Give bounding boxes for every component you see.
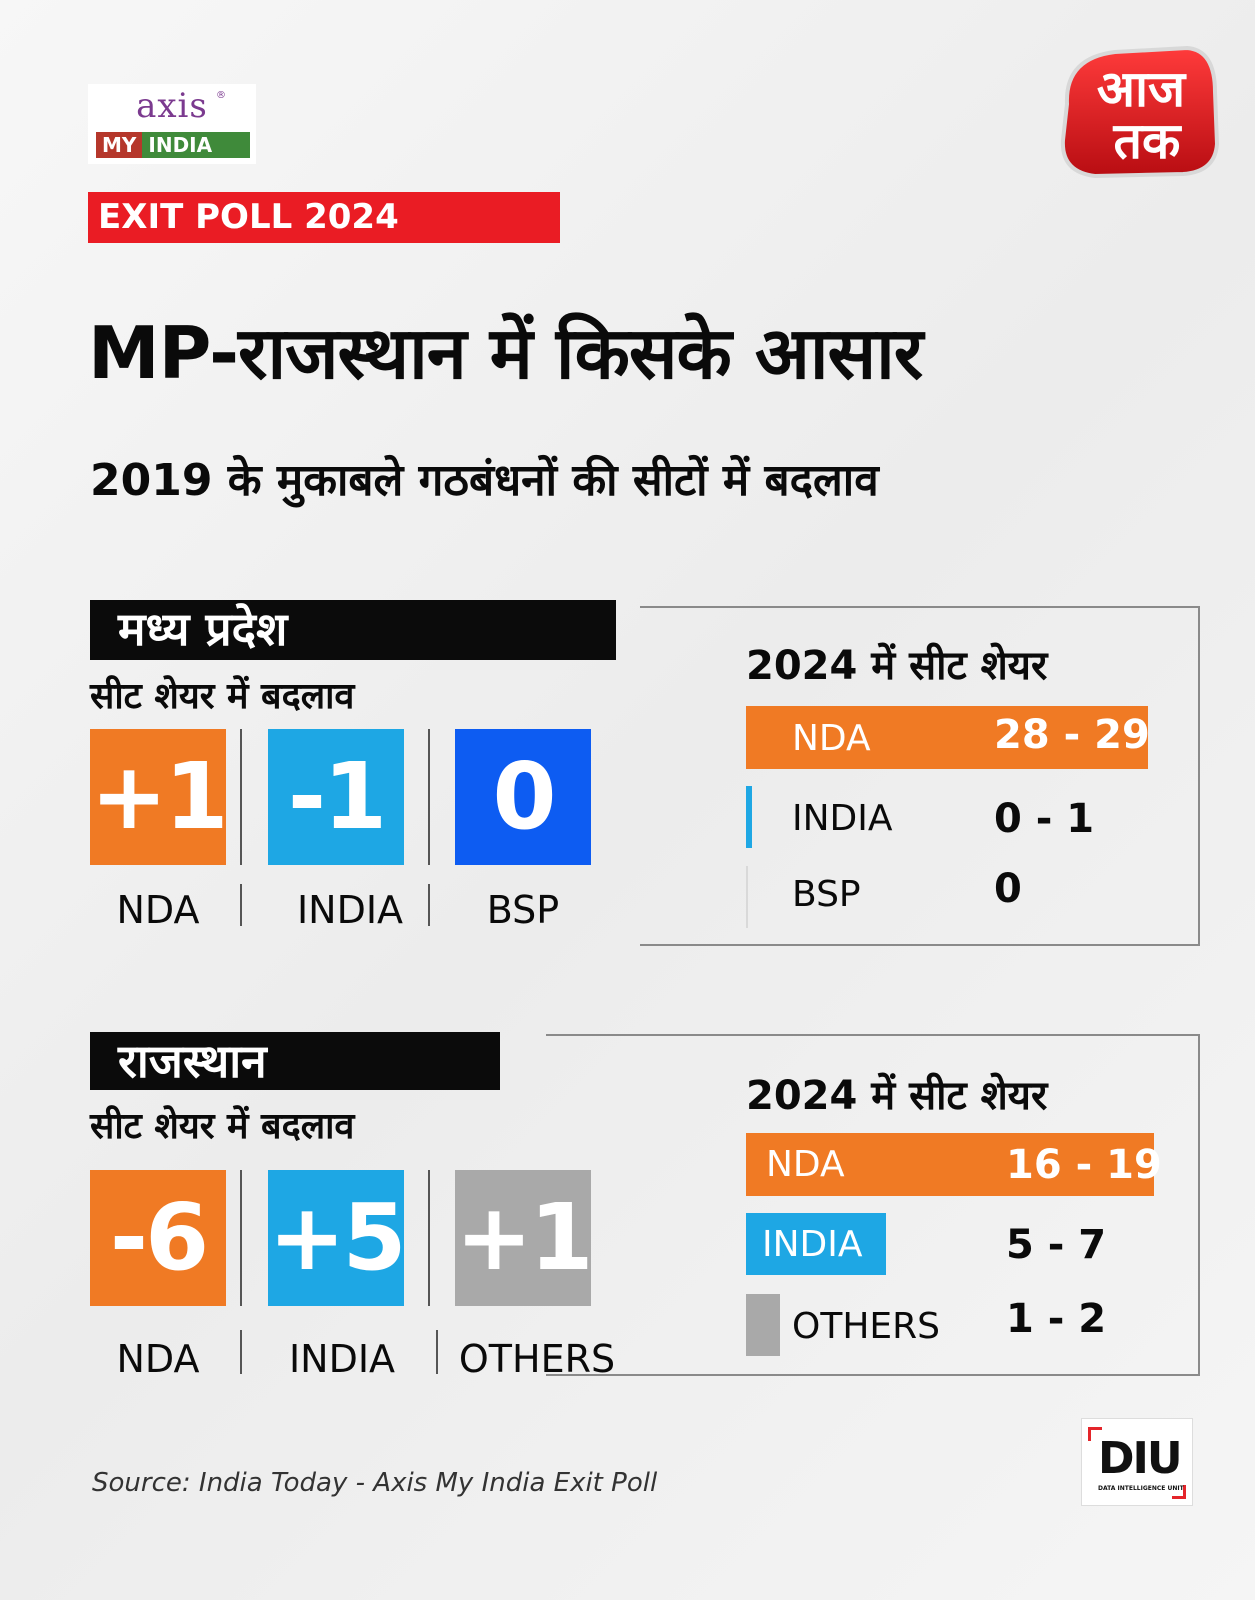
mp-share-row-india-value: 0 - 1 (994, 796, 1095, 842)
axis-logo-india: INDIA (142, 132, 250, 158)
mp-change-tile-bsp: 0 (455, 729, 591, 865)
mp-share-row-nda-name: NDA (792, 718, 871, 759)
aajtak-logo: आज तक (1060, 45, 1220, 179)
mp-party-label-nda: NDA (116, 888, 200, 932)
rj-party-label-india: INDIA (288, 1337, 396, 1381)
rj-label-divider-1 (240, 1330, 242, 1374)
axis-logo-word: axis (136, 86, 208, 126)
rj-party-label-nda: NDA (116, 1337, 200, 1381)
diu-logo-corner-br (1172, 1485, 1186, 1499)
diu-logo-corner-tl (1088, 1427, 1102, 1441)
diu-logo-text: DIU (1098, 1433, 1183, 1484)
mp-party-label-india: INDIA (296, 888, 404, 932)
rj-change-tile-india: +5 (268, 1170, 407, 1306)
mp-share-row-india-marker (746, 786, 752, 848)
rj-party-label-others: OTHERS (458, 1337, 616, 1381)
mp-share-row-bsp-name: BSP (792, 874, 861, 915)
mp-share-row-bsp-value: 0 (994, 866, 1022, 912)
rj-share-row-others-marker (746, 1294, 780, 1356)
rj-change-label: सीट शेयर में बदलाव (90, 1106, 355, 1147)
page-title: MP-राजस्थान में किसके आसार (88, 311, 923, 395)
mp-state-header: मध्य प्रदेश (90, 600, 616, 660)
mp-change-tile-nda: +1 (90, 729, 229, 865)
mp-party-label-bsp: BSP (486, 888, 560, 932)
rj-state-header: राजस्थान (90, 1032, 500, 1090)
diu-logo-subtext: DATA INTELLIGENCE UNIT (1098, 1485, 1184, 1492)
axis-logo-bar: MY INDIA (96, 132, 250, 158)
mp-label-divider-1 (240, 884, 242, 926)
mp-label-divider-2 (428, 884, 430, 926)
rj-change-tile-others: +1 (455, 1170, 594, 1306)
rj-label-divider-2 (436, 1330, 438, 1374)
exit-poll-badge: EXIT POLL 2024 (88, 192, 560, 243)
mp-share-row-nda-bar (746, 706, 1148, 769)
rj-share-row-india-name: INDIA (762, 1224, 863, 1265)
aajtak-logo-line2: तक (1113, 112, 1183, 170)
source-note: Source: India Today - Axis My India Exit… (92, 1468, 658, 1498)
rj-share-row-nda-bar (746, 1133, 1154, 1196)
rj-change-tile-nda: -6 (90, 1170, 226, 1306)
page-subtitle: 2019 के मुकाबले गठबंधनों की सीटों में बद… (90, 455, 879, 506)
mp-divider-2 (428, 729, 430, 865)
rj-divider-2 (428, 1170, 430, 1306)
axis-logo-my: MY (96, 132, 143, 158)
mp-change-label: सीट शेयर में बदलाव (90, 676, 355, 717)
rj-share-row-india-value: 5 - 7 (1006, 1222, 1107, 1268)
rj-share-row-nda-value: 16 - 19 (1006, 1142, 1162, 1188)
rj-share-row-others-value: 1 - 2 (1006, 1296, 1107, 1342)
rj-seat-share-title: 2024 में सीट शेयर (746, 1073, 1048, 1119)
axis-logo-registered-mark: ® (216, 90, 226, 101)
mp-seat-share-title: 2024 में सीट शेयर (746, 643, 1048, 689)
rj-divider-1 (240, 1170, 242, 1306)
mp-divider-1 (240, 729, 242, 865)
rj-share-row-others-name: OTHERS (792, 1306, 941, 1347)
diu-logo: DIU DATA INTELLIGENCE UNIT (1081, 1418, 1193, 1506)
mp-seat-share-panel (640, 606, 1200, 946)
aajtak-logo-line1: आज (1097, 60, 1187, 118)
rj-share-row-nda-name: NDA (766, 1144, 845, 1185)
rj-seat-share-panel (546, 1034, 1200, 1376)
mp-share-row-bsp-marker (746, 866, 748, 928)
mp-share-row-nda-value: 28 - 29 (994, 712, 1150, 758)
axis-my-india-logo: axis ® MY INDIA (88, 84, 256, 164)
mp-change-tile-india: -1 (268, 729, 404, 865)
mp-share-row-india-name: INDIA (792, 798, 893, 839)
rj-share-row-india-bar (746, 1213, 886, 1275)
